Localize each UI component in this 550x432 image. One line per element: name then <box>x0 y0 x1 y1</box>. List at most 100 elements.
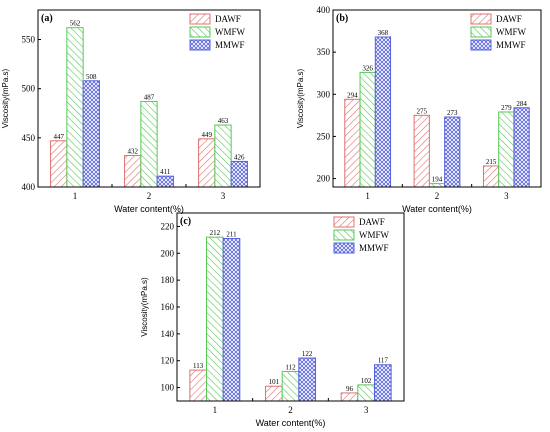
y-tick-label: 250 <box>317 131 331 141</box>
bar-mmwf-2 <box>156 175 174 188</box>
bar-wmfw-2 <box>428 183 446 188</box>
legend-swatch-dawf <box>189 13 211 25</box>
bar-dawf-2 <box>413 114 430 188</box>
y-tick-label: 400 <box>317 5 331 15</box>
panel-label: (c) <box>180 216 191 227</box>
data-label-mmwf-3: 284 <box>516 100 527 108</box>
data-label-wmfw-3: 102 <box>361 377 372 385</box>
y-axis-title: Viscosity(mPa.s) <box>296 68 305 128</box>
y-tick-label: 140 <box>161 329 175 339</box>
chart-panel-1: 447 562 508 432 487 411 449 463 426 400 450 500 550 1… <box>1 9 261 214</box>
legend-swatch-mmwf <box>470 39 492 51</box>
x-axis-title: Water content(%) <box>256 418 326 428</box>
data-label-wmfw-3: 463 <box>218 117 229 125</box>
bar-wmfw-2 <box>140 100 158 188</box>
legend-label-wmfw: WMFW <box>359 230 390 240</box>
bar-mmwf-1 <box>82 80 100 188</box>
y-tick-label: 100 <box>161 383 175 393</box>
y-axis-title: Viscosity(mPa.s) <box>1 68 10 128</box>
data-label-wmfw-3: 279 <box>501 104 512 112</box>
data-label-mmwf-3: 426 <box>234 153 245 161</box>
legend-label-dawf: DAWF <box>496 14 522 24</box>
plot-frame <box>37 9 261 188</box>
data-label-mmwf-2: 411 <box>160 168 171 176</box>
bar-dawf-1 <box>50 140 68 188</box>
data-label-mmwf-2: 122 <box>302 350 313 358</box>
chart-panel-2: 294 326 368 275 194 273 215 279 284 200 250 300 350 4… <box>296 5 542 214</box>
x-tick-label: 3 <box>364 405 369 415</box>
bar-wmfw-1 <box>359 71 376 188</box>
x-tick-label: 2 <box>288 405 293 415</box>
x-tick-label: 1 <box>365 191 370 201</box>
bar-mmwf-1 <box>222 238 241 402</box>
x-tick-label: 3 <box>221 191 226 201</box>
bar-wmfw-2 <box>281 370 300 402</box>
data-label-wmfw-1: 562 <box>70 20 81 28</box>
data-label-dawf-2: 275 <box>416 107 427 115</box>
bar-wmfw-3 <box>498 111 515 188</box>
data-label-mmwf-1: 508 <box>86 73 97 81</box>
data-label-mmwf-1: 368 <box>378 29 389 37</box>
data-label-mmwf-2: 273 <box>447 109 458 117</box>
y-tick-label: 350 <box>317 47 331 57</box>
bar-wmfw-3 <box>357 384 375 402</box>
y-tick-label: 200 <box>317 174 331 184</box>
x-axis-title: Water content(%) <box>114 204 184 214</box>
x-axis-title: Water content(%) <box>402 204 472 214</box>
y-tick-label: 180 <box>161 275 175 285</box>
legend-label-mmwf: MMWF <box>496 40 526 50</box>
x-tick-label: 3 <box>504 191 509 201</box>
bar-wmfw-3 <box>214 124 232 188</box>
bar-dawf-2 <box>265 385 283 402</box>
bar-wmfw-1 <box>66 27 84 188</box>
bar-mmwf-1 <box>374 36 392 188</box>
y-tick-label: 400 <box>22 182 36 192</box>
bar-wmfw-1 <box>206 236 224 402</box>
data-label-dawf-1: 447 <box>53 133 64 141</box>
y-tick-label: 120 <box>161 356 175 366</box>
legend-label-wmfw: WMFW <box>215 27 246 37</box>
legend-label-mmwf: MMWF <box>215 40 245 50</box>
data-label-mmwf-1: 211 <box>226 231 237 239</box>
data-label-dawf-3: 215 <box>486 158 497 166</box>
data-label-dawf-3: 449 <box>201 131 212 139</box>
data-label-dawf-3: 96 <box>346 385 354 393</box>
legend-swatch-mmwf <box>189 39 211 51</box>
legend-swatch-wmfw <box>470 26 492 38</box>
chart-panel-3: 113 212 211 101 112 122 96 102 117 100 120 140 160 18… <box>140 212 405 428</box>
data-label-wmfw-2: 487 <box>144 93 155 101</box>
x-tick-label: 1 <box>213 405 218 415</box>
bar-dawf-3 <box>198 138 216 188</box>
legend-label-wmfw: WMFW <box>496 27 527 37</box>
panel-label: (b) <box>336 13 348 24</box>
data-label-mmwf-3: 117 <box>378 357 389 365</box>
panel-label: (a) <box>41 13 53 24</box>
y-tick-label: 200 <box>161 248 175 258</box>
data-label-dawf-1: 113 <box>193 362 204 370</box>
bar-mmwf-3 <box>373 364 392 402</box>
y-tick-label: 300 <box>317 89 331 99</box>
x-tick-label: 2 <box>435 191 440 201</box>
bar-mmwf-2 <box>444 116 461 188</box>
data-label-dawf-2: 101 <box>269 378 280 386</box>
legend-swatch-wmfw <box>333 229 355 241</box>
bar-mmwf-3 <box>230 160 248 188</box>
legend-swatch-mmwf <box>333 242 355 254</box>
bar-dawf-3 <box>340 392 359 402</box>
data-label-dawf-1: 294 <box>347 91 358 99</box>
x-tick-label: 1 <box>73 191 78 201</box>
x-tick-label: 2 <box>147 191 152 201</box>
data-label-wmfw-2: 194 <box>432 176 443 184</box>
legend-swatch-dawf <box>470 13 492 25</box>
y-tick-label: 500 <box>22 84 36 94</box>
y-tick-label: 220 <box>161 221 175 231</box>
data-label-wmfw-1: 326 <box>362 64 373 72</box>
bar-dawf-1 <box>189 369 208 402</box>
legend-label-dawf: DAWF <box>215 14 241 24</box>
legend-swatch-dawf <box>333 216 355 228</box>
data-label-dawf-2: 432 <box>127 148 138 156</box>
legend-label-dawf: DAWF <box>359 217 385 227</box>
y-tick-label: 160 <box>161 302 175 312</box>
data-label-wmfw-2: 112 <box>285 363 296 371</box>
